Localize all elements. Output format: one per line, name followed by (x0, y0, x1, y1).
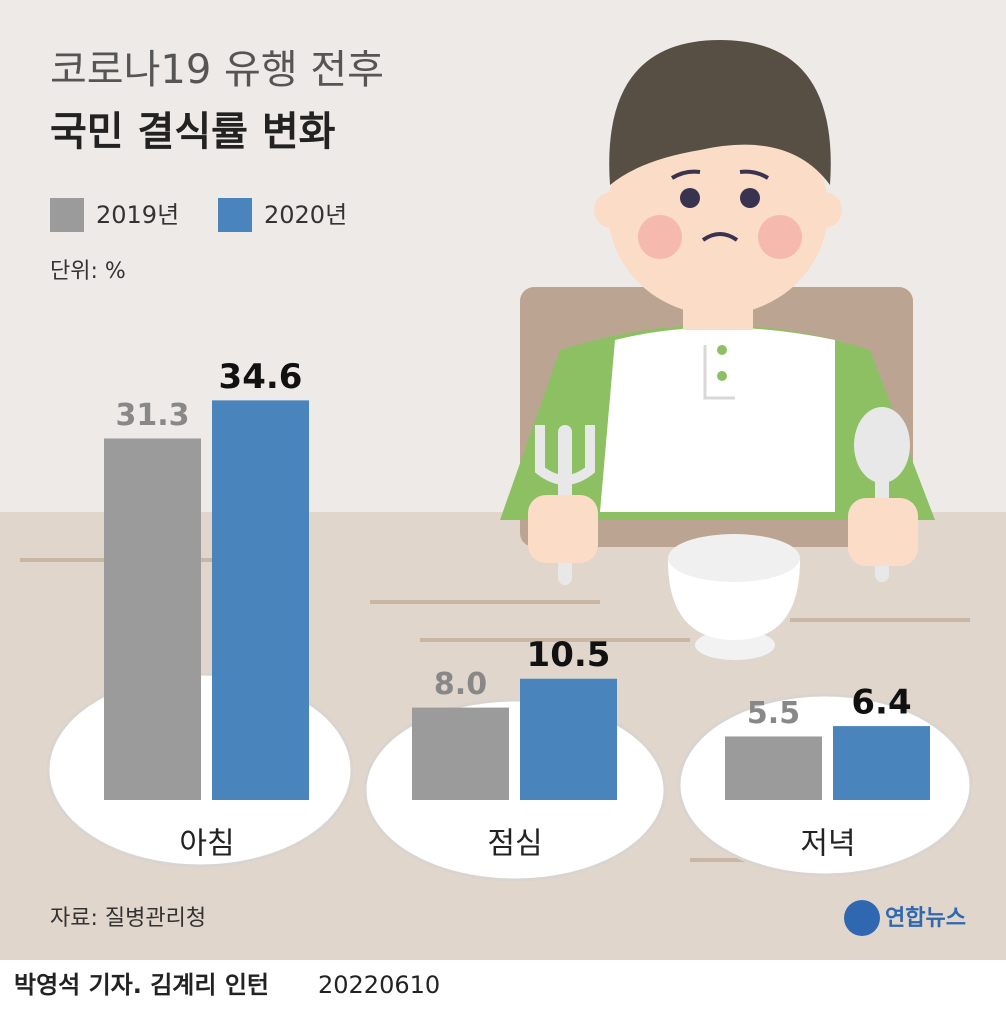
legend-swatch (50, 198, 84, 232)
legend-swatch (218, 198, 252, 232)
hand (848, 498, 918, 566)
bar (104, 438, 201, 800)
bar (212, 400, 309, 800)
button (717, 345, 727, 355)
mouth (701, 232, 739, 242)
collar (703, 345, 735, 400)
ear (806, 192, 842, 228)
brows (670, 169, 770, 180)
ear (594, 192, 630, 228)
date: 20220610 (318, 971, 440, 999)
category-label: 점심 (487, 827, 542, 862)
value-label: 34.6 (219, 357, 303, 397)
category-label: 저녁 (800, 827, 855, 862)
value-label: 10.5 (527, 635, 611, 675)
subtitle: 국민 결식률 변화 (50, 109, 336, 155)
bar (833, 726, 930, 800)
bowl-rim (668, 534, 800, 582)
unit-label: 단위: % (50, 259, 126, 284)
legend-label: 2020년 (264, 201, 347, 229)
button (717, 371, 727, 381)
bar (725, 736, 822, 800)
logo-mark (844, 900, 880, 936)
spoon-head (854, 407, 910, 483)
bowl (668, 560, 800, 640)
credit: 박영석 기자. 김계리 인턴 (14, 971, 269, 999)
footer-band (0, 960, 1006, 1014)
hand (528, 495, 598, 563)
value-label: 5.5 (747, 696, 800, 731)
bib (600, 327, 835, 512)
value-label: 8.0 (434, 667, 487, 702)
category-label: 아침 (179, 827, 234, 862)
cheek (758, 215, 802, 259)
bar (520, 678, 617, 800)
bar (412, 707, 509, 800)
fork-tines (535, 425, 595, 485)
logo: 연합뉴스 (885, 905, 966, 931)
eye (740, 188, 760, 208)
cheek (638, 215, 682, 259)
title: 코로나19 유행 전후 (50, 47, 384, 93)
hair (609, 40, 831, 185)
eye (680, 188, 700, 208)
source: 자료: 질병관리청 (50, 906, 206, 931)
value-label: 31.3 (115, 398, 189, 433)
legend-label: 2019년 (96, 201, 179, 229)
value-label: 6.4 (851, 683, 911, 723)
